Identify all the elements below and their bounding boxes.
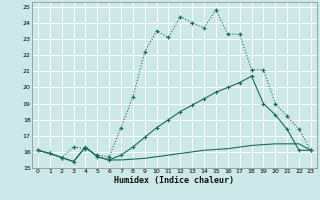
X-axis label: Humidex (Indice chaleur): Humidex (Indice chaleur): [115, 176, 234, 185]
